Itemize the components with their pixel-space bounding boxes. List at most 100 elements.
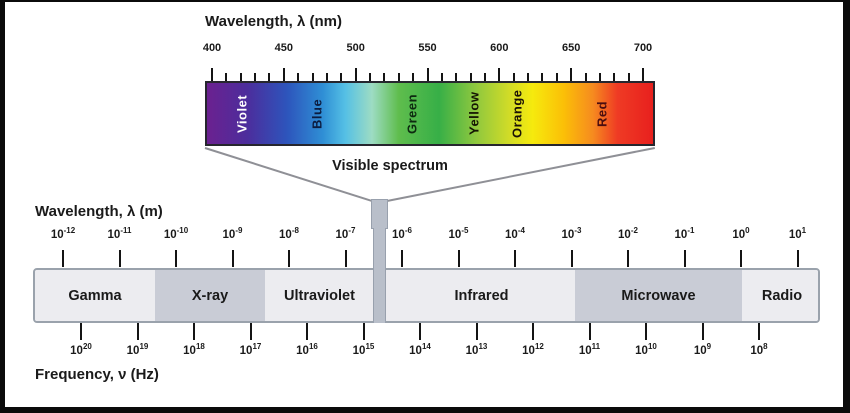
nm-tick <box>383 73 386 81</box>
visible-spectrum-bar: Violet Blue Green Yellow Orange Red <box>205 81 655 146</box>
band-region-label: Radio <box>761 287 803 304</box>
m-tick-label: 10-10 <box>163 226 189 241</box>
nm-tick <box>469 73 472 81</box>
nm-tick-label: 600 <box>490 42 509 54</box>
visible-spectrum-caption: Visible spectrum <box>332 158 448 174</box>
m-tick-label: 10-12 <box>50 226 76 241</box>
spectrum-color-label: Yellow <box>466 91 482 136</box>
nm-tick <box>527 73 530 81</box>
nm-tick <box>254 73 257 81</box>
m-tick <box>683 250 686 267</box>
nm-tick <box>340 73 343 81</box>
m-tick <box>344 250 347 267</box>
nm-tick <box>268 73 271 81</box>
pointer-line-left <box>204 147 373 202</box>
m-tick <box>740 250 742 267</box>
nm-tick <box>483 73 486 81</box>
m-tick <box>118 250 121 267</box>
m-tick <box>62 250 64 267</box>
nm-tick <box>598 73 601 81</box>
frequency-tick-label: 1011 <box>578 342 601 357</box>
frequency-tick <box>136 323 139 340</box>
band-region-label: Gamma <box>68 287 122 304</box>
frequency-tick-label: 1012 <box>522 342 544 357</box>
spectrum-color-label: Blue <box>309 98 325 129</box>
pointer-line-right <box>386 146 655 202</box>
band-region: Microwave <box>575 270 742 321</box>
m-tick-label: 10-7 <box>335 226 356 241</box>
frequency-tick <box>475 323 478 340</box>
nm-tick <box>325 73 328 81</box>
band-region: Radio <box>742 270 818 321</box>
nm-tick <box>297 73 300 81</box>
nm-tick <box>412 73 415 81</box>
frequency-tick <box>193 323 195 340</box>
nm-tick <box>642 68 644 81</box>
nm-tick <box>455 73 458 81</box>
m-tick-label: 10-1 <box>674 226 695 241</box>
frequency-tick <box>588 323 591 340</box>
frequency-tick-label: 109 <box>693 342 712 357</box>
nm-tick <box>570 68 573 81</box>
nm-tick <box>426 68 429 81</box>
band-region: Ultraviolet <box>265 270 374 321</box>
m-tick-label: 10-3 <box>561 226 582 241</box>
m-tick-label: 10-9 <box>222 226 243 241</box>
m-tick <box>514 250 516 267</box>
visible-strip <box>373 228 386 323</box>
nm-tick <box>397 73 400 81</box>
spectrum-color-label: Green <box>404 93 420 134</box>
frequency-scale-title: Frequency, ν (Hz) <box>35 366 159 383</box>
m-tick-label: 10-6 <box>392 226 412 241</box>
nm-tick-label: 700 <box>633 42 653 54</box>
m-tick-label: 10-8 <box>279 226 299 241</box>
band-region: Infrared <box>388 270 575 321</box>
nm-tick-label: 400 <box>202 42 222 54</box>
nm-tick <box>282 68 285 81</box>
nm-tick <box>498 68 501 81</box>
m-tick-label: 10-2 <box>618 226 638 241</box>
nm-tick <box>239 73 242 81</box>
frequency-tick <box>362 323 365 340</box>
nm-tick <box>440 73 443 81</box>
m-tick-label: 100 <box>732 226 750 241</box>
nm-tick <box>311 73 314 81</box>
nm-tick <box>555 73 558 81</box>
m-tick <box>796 250 799 267</box>
m-tick-label: 10-5 <box>448 226 469 241</box>
frequency-tick-label: 1020 <box>70 342 92 357</box>
frequency-tick-label: 1018 <box>183 342 205 357</box>
frequency-tick-label: 1019 <box>126 342 149 357</box>
nm-tick <box>584 73 587 81</box>
m-tick <box>401 250 403 267</box>
nm-tick-label: 500 <box>346 42 365 54</box>
em-band: Gamma X-ray Ultraviolet Infrared Microwave Ra… <box>33 268 820 323</box>
band-region-label: Microwave <box>621 287 696 304</box>
frequency-tick-label: 1015 <box>352 342 375 357</box>
frequency-tick <box>419 323 421 340</box>
visible-strip-cap <box>371 199 388 229</box>
spectrum-color-label: Orange <box>509 89 525 138</box>
frequency-tick-label: 1017 <box>239 342 262 357</box>
nm-tick <box>211 68 213 81</box>
frequency-tick <box>645 323 647 340</box>
spectrum-color-label: Violet <box>234 94 250 133</box>
band-region: Gamma <box>35 270 155 321</box>
nm-tick-label: 450 <box>274 42 294 54</box>
nm-tick-label: 550 <box>418 42 437 54</box>
frequency-tick <box>758 323 760 340</box>
frequency-tick <box>532 323 534 340</box>
m-tick <box>627 250 629 267</box>
nm-scale-title: Wavelength, λ (nm) <box>205 13 342 30</box>
frequency-tick <box>80 323 82 340</box>
band-region: X-ray <box>155 270 265 321</box>
band-region-label: Ultraviolet <box>284 287 355 304</box>
nm-tick <box>627 73 630 81</box>
m-tick <box>175 250 177 267</box>
frequency-tick-label: 1014 <box>409 342 431 357</box>
frequency-tick-label: 1013 <box>465 342 488 357</box>
nm-tick <box>225 73 228 81</box>
frequency-tick <box>701 323 704 340</box>
frequency-tick-label: 1016 <box>296 342 318 357</box>
